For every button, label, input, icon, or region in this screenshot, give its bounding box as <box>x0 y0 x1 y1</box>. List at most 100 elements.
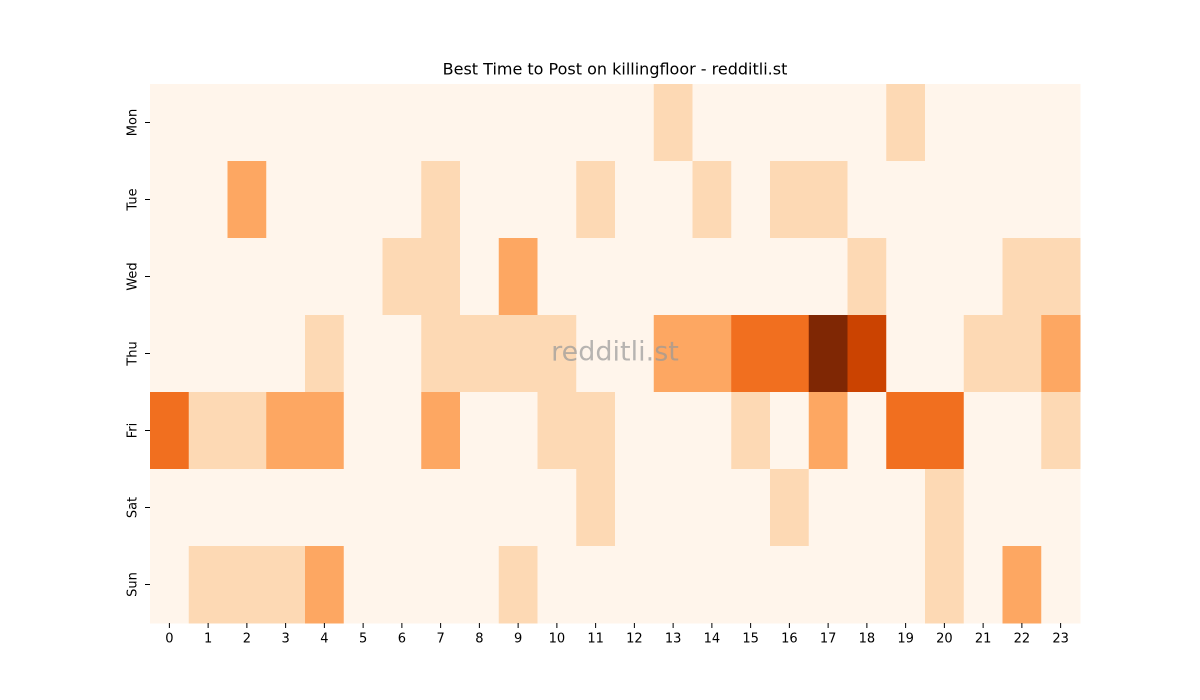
heatmap-cell <box>305 84 345 162</box>
x-tick-label: 4 <box>320 632 328 647</box>
y-tick-label: Thu <box>126 341 141 366</box>
heatmap-cell <box>421 161 461 239</box>
x-tick-label: 0 <box>165 632 173 647</box>
heatmap-cell <box>1002 315 1042 393</box>
x-tick-label: 2 <box>243 632 251 647</box>
heatmap-cell <box>886 469 926 547</box>
heatmap-cell <box>692 392 732 470</box>
x-tick-label: 14 <box>704 632 721 647</box>
heatmap-cell <box>150 161 190 239</box>
heatmap-cell <box>382 84 422 162</box>
heatmap-cell <box>150 315 190 393</box>
heatmap-cell <box>963 238 1003 316</box>
heatmap-cell <box>615 161 655 239</box>
heatmap-cell <box>537 469 577 547</box>
heatmap-cell <box>963 161 1003 239</box>
heatmap-cell <box>537 238 577 316</box>
x-tick-label: 19 <box>897 632 914 647</box>
heatmap-cell <box>963 546 1003 624</box>
heatmap-cell <box>731 392 771 470</box>
x-tick-label: 11 <box>587 632 604 647</box>
heatmap-cell <box>498 238 538 316</box>
heatmap-cell <box>498 161 538 239</box>
heatmap-cell <box>576 469 616 547</box>
watermark: redditli.st <box>551 337 679 368</box>
heatmap-cell <box>537 161 577 239</box>
heatmap-cell <box>847 238 887 316</box>
heatmap-cell <box>653 315 693 393</box>
heatmap-cell <box>963 315 1003 393</box>
heatmap-cell <box>305 546 345 624</box>
y-tick-label: Fri <box>126 423 141 439</box>
heatmap-cell <box>925 392 965 470</box>
heatmap-cell <box>615 238 655 316</box>
x-tick-label: 10 <box>549 632 566 647</box>
heatmap-cell <box>266 469 306 547</box>
heatmap-cell <box>537 315 577 393</box>
x-tick-label: 13 <box>665 632 682 647</box>
heatmap-cell <box>925 161 965 239</box>
heatmap-cell <box>460 238 500 316</box>
heatmap-cell <box>537 84 577 162</box>
heatmap-cell <box>653 469 693 547</box>
heatmap-cell <box>1041 392 1081 470</box>
heatmap-cell <box>382 546 422 624</box>
heatmap-cell <box>692 469 732 547</box>
heatmap-cell <box>808 161 848 239</box>
heatmap-cell <box>886 84 926 162</box>
heatmap-cell <box>421 84 461 162</box>
heatmap-cell <box>382 469 422 547</box>
heatmap-cell <box>150 238 190 316</box>
heatmap-cell <box>653 546 693 624</box>
heatmap-cell <box>886 238 926 316</box>
heatmap-cell <box>770 469 810 547</box>
heatmap-cell <box>305 161 345 239</box>
heatmap-cell <box>305 315 345 393</box>
heatmap-cell <box>343 238 383 316</box>
heatmap-cell <box>266 84 306 162</box>
heatmap-cell <box>188 315 228 393</box>
x-tick-label: 6 <box>398 632 406 647</box>
heatmap-cell <box>150 546 190 624</box>
heatmap-cell <box>498 469 538 547</box>
heatmap-cell <box>1041 238 1081 316</box>
heatmap-cell <box>925 469 965 547</box>
heatmap-cell <box>227 315 267 393</box>
heatmap-cell <box>615 84 655 162</box>
heatmap-cell <box>576 238 616 316</box>
heatmap-cell <box>150 84 190 162</box>
x-tick-label: 8 <box>475 632 483 647</box>
heatmap-cell <box>460 161 500 239</box>
heatmap-cell <box>692 161 732 239</box>
y-tick-label: Sun <box>126 572 141 597</box>
heatmap-cell <box>227 469 267 547</box>
heatmap-cell <box>963 84 1003 162</box>
heatmap-cell <box>305 392 345 470</box>
heatmap-cell <box>770 315 810 393</box>
heatmap-cell <box>188 546 228 624</box>
heatmap-cell <box>421 392 461 470</box>
heatmap-cell <box>343 392 383 470</box>
heatmap-cell <box>343 546 383 624</box>
heatmap-cell <box>770 546 810 624</box>
heatmap-cell <box>188 84 228 162</box>
heatmap-cell <box>305 238 345 316</box>
heatmap-cell <box>692 315 732 393</box>
heatmap-cell <box>731 315 771 393</box>
heatmap-cell <box>692 546 732 624</box>
x-tick-label: 15 <box>742 632 759 647</box>
heatmap-cell <box>343 84 383 162</box>
heatmap-cell <box>498 392 538 470</box>
x-tick-label: 3 <box>281 632 289 647</box>
heatmap-cell <box>808 315 848 393</box>
heatmap-cell <box>615 469 655 547</box>
heatmap-cell <box>963 392 1003 470</box>
heatmap-cell <box>460 392 500 470</box>
heatmap-cell <box>847 315 887 393</box>
heatmap-cell <box>1041 469 1081 547</box>
x-tick-label: 21 <box>975 632 992 647</box>
x-tick-label: 5 <box>359 632 367 647</box>
heatmap-cell <box>963 469 1003 547</box>
x-tick-label: 16 <box>781 632 798 647</box>
heatmap-cell <box>847 546 887 624</box>
